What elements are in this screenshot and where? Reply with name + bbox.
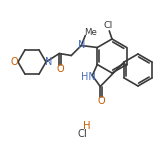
- Text: Cl: Cl: [104, 21, 113, 30]
- Text: H: H: [83, 121, 91, 131]
- Text: Me: Me: [84, 28, 97, 37]
- Text: HN: HN: [81, 72, 96, 81]
- Text: N: N: [45, 57, 53, 67]
- Text: O: O: [56, 64, 64, 75]
- Text: N: N: [78, 39, 85, 50]
- Text: O: O: [10, 57, 18, 67]
- Text: O: O: [98, 96, 105, 106]
- Text: Cl: Cl: [77, 129, 87, 139]
